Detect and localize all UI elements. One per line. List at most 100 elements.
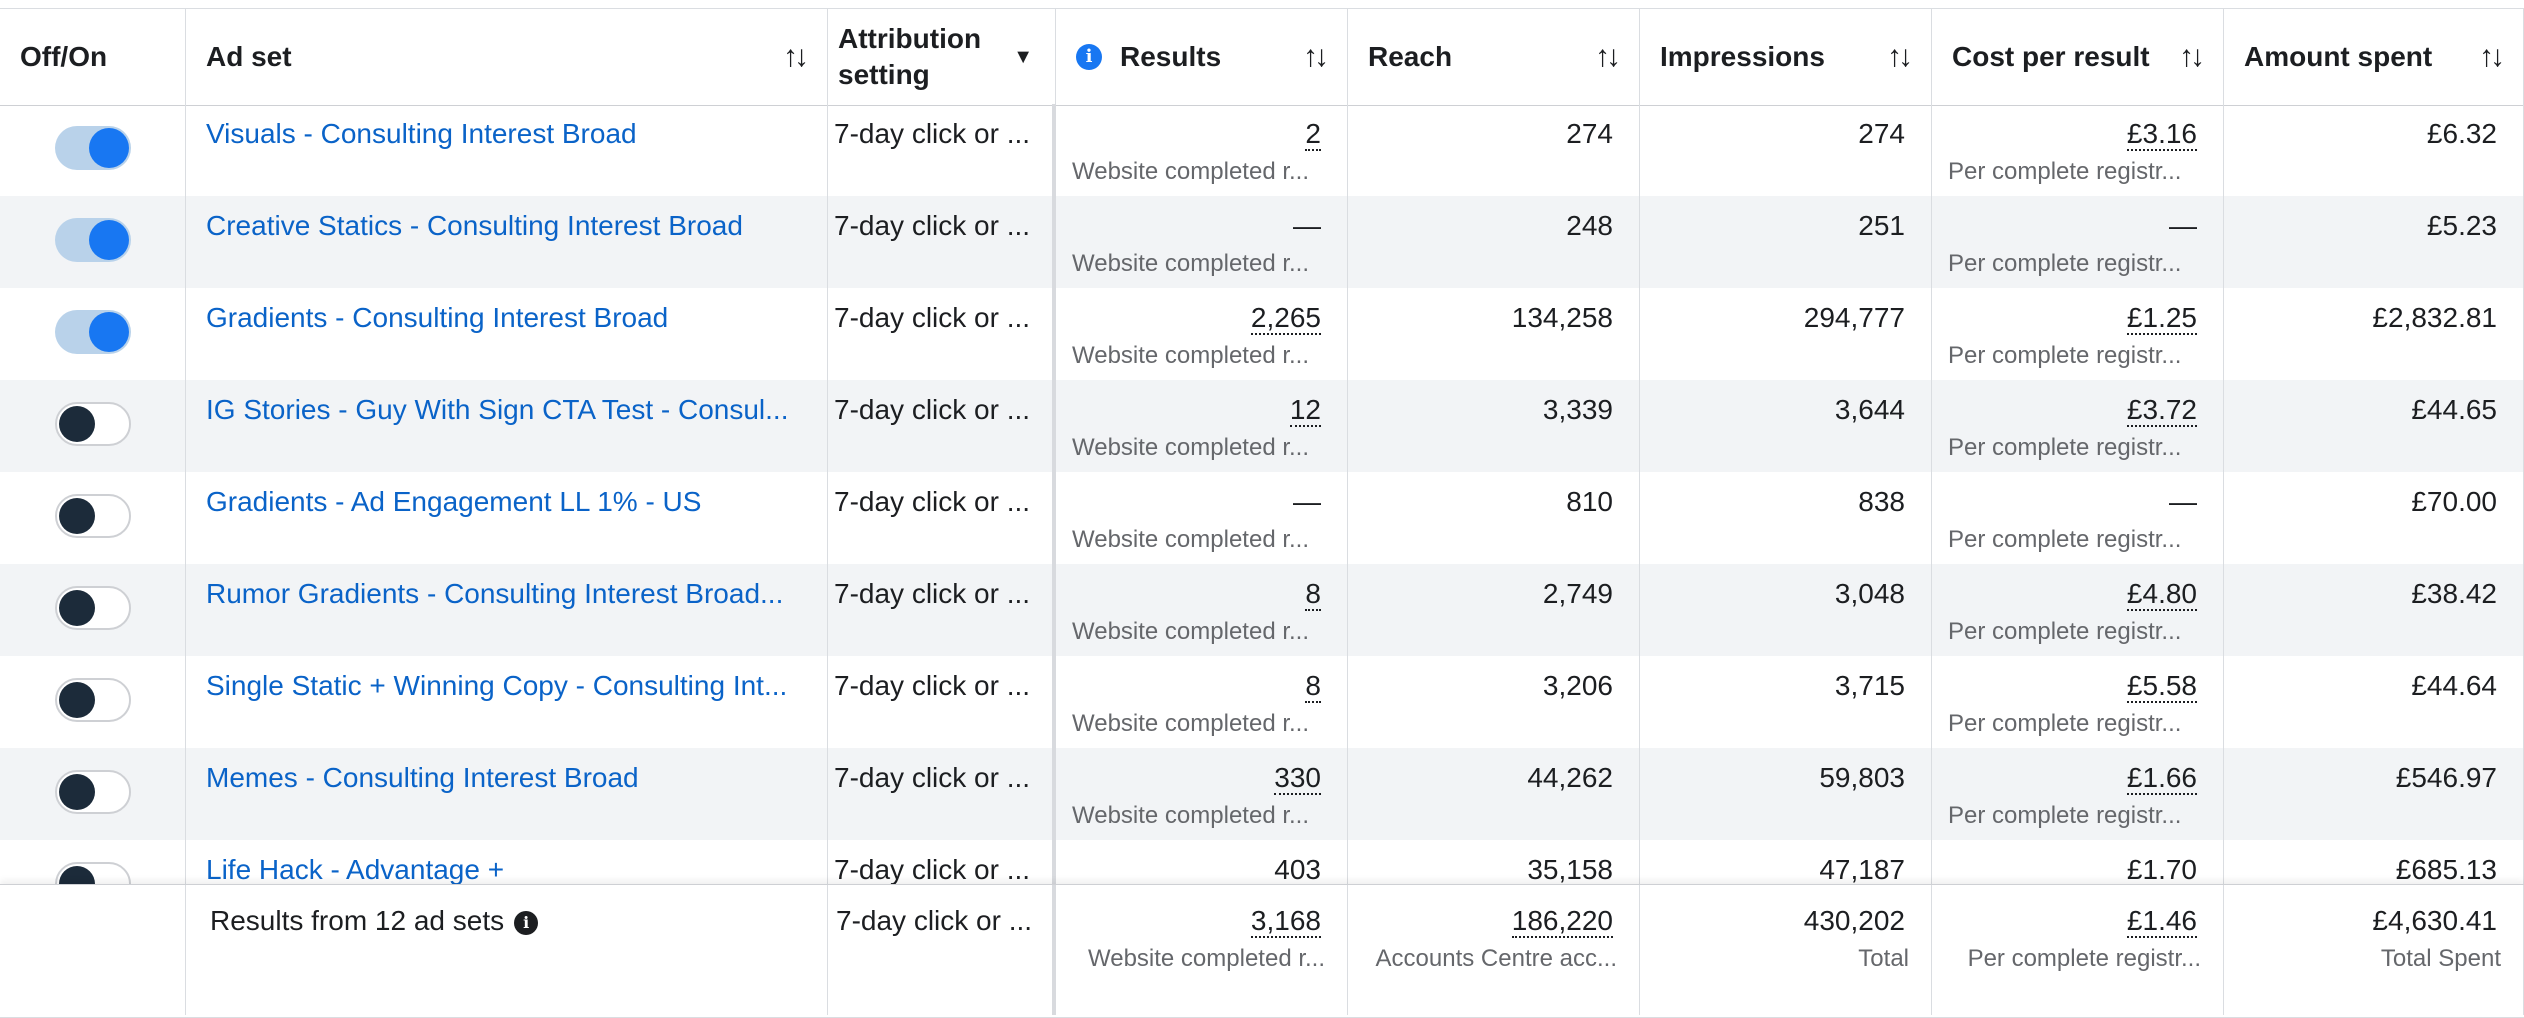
toggle-cell	[0, 840, 186, 884]
reach-cell: 810	[1348, 472, 1640, 564]
sort-icon[interactable]: ↑↓	[2179, 40, 2205, 73]
ad-set-toggle[interactable]	[54, 126, 131, 170]
ad-set-toggle[interactable]	[54, 218, 131, 262]
info-icon[interactable]: i	[1076, 44, 1102, 70]
ad-set-toggle[interactable]	[54, 310, 131, 354]
ad-set-toggle[interactable]	[54, 862, 131, 884]
cost-value[interactable]: £1.70	[2126, 854, 2197, 884]
results-sub: Website completed r...	[1072, 434, 1309, 461]
attribution-cell: 7-day click or ...	[828, 564, 1056, 656]
cost-value[interactable]: £4.80	[2126, 578, 2197, 611]
footer-amount-sub: Total Spent	[2380, 945, 2501, 972]
ad-set-name-link[interactable]: Memes - Consulting Interest Broad	[206, 762, 639, 793]
sort-icon[interactable]: ↑↓	[1887, 40, 1913, 73]
ad-set-name-link[interactable]: Gradients - Consulting Interest Broad	[206, 302, 669, 333]
table-row: Gradients - Consulting Interest Broad 7-d…	[0, 288, 2524, 380]
impressions-cell: 47,187	[1640, 840, 1932, 884]
impressions-value: 3,048	[1834, 578, 1905, 609]
sort-icon[interactable]: ↑↓	[783, 40, 809, 73]
header-ad-set[interactable]: Ad set ↑↓	[186, 9, 828, 105]
header-cost-per-result[interactable]: Cost per result ↑↓	[1932, 9, 2224, 105]
ad-set-name-link[interactable]: Creative Statics - Consulting Interest B…	[206, 210, 743, 241]
ad-set-name-link[interactable]: Rumor Gradients - Consulting Interest Br…	[206, 578, 784, 609]
attribution-value: 7-day click or ...	[834, 762, 1031, 793]
attribution-value: 7-day click or ...	[834, 486, 1031, 517]
cost-value[interactable]: £3.16	[2126, 118, 2197, 151]
ad-set-name-cell: Single Static + Winning Copy - Consultin…	[186, 656, 828, 748]
footer-cost: £1.46 Per complete registr...	[1932, 885, 2224, 1015]
reach-cell: 3,206	[1348, 656, 1640, 748]
ad-set-toggle[interactable]	[54, 402, 131, 446]
impressions-value: 3,715	[1834, 670, 1905, 701]
ad-set-toggle[interactable]	[54, 770, 131, 814]
header-impressions[interactable]: Impressions ↑↓	[1640, 9, 1932, 105]
attribution-cell: 7-day click or ...	[828, 656, 1056, 748]
header-attribution-setting[interactable]: Attribution setting ▼	[828, 9, 1056, 105]
cost-sub: Per complete registr...	[1948, 434, 2182, 461]
results-cell: 8 Website completed r...	[1056, 564, 1348, 656]
results-value[interactable]: —	[1293, 486, 1321, 517]
cost-value[interactable]: —	[2169, 210, 2197, 241]
table-row: Life Hack - Advantage + 7-day click or ..…	[0, 840, 2524, 884]
header-results[interactable]: i Results ↑↓	[1056, 9, 1348, 105]
attribution-value: 7-day click or ...	[834, 854, 1031, 884]
impressions-value: 838	[1858, 486, 1905, 517]
sort-icon[interactable]: ↑↓	[2479, 40, 2505, 73]
ad-set-name-link[interactable]: Gradients - Ad Engagement LL 1% - US	[206, 486, 702, 517]
info-icon[interactable]: i	[514, 910, 539, 935]
table-header: Off/On Ad set ↑↓ Attribution setting ▼ i…	[0, 8, 2524, 106]
ad-set-name-cell: Creative Statics - Consulting Interest B…	[186, 196, 828, 288]
impressions-value: 47,187	[1819, 854, 1905, 884]
ad-set-name-cell: Life Hack - Advantage +	[186, 840, 828, 884]
footer-label: Results from 12 ad sets	[210, 905, 505, 936]
impressions-value: 3,644	[1834, 394, 1905, 425]
footer-impressions-value: 430,202	[1803, 905, 1905, 936]
ad-set-name-link[interactable]: Life Hack - Advantage +	[206, 854, 505, 884]
results-value[interactable]: 12	[1289, 394, 1321, 427]
toggle-knob	[88, 128, 129, 168]
header-reach[interactable]: Reach ↑↓	[1348, 9, 1640, 105]
toggle-cell	[0, 196, 186, 288]
results-value[interactable]: 2	[1305, 118, 1321, 151]
ad-set-toggle[interactable]	[54, 586, 131, 630]
ad-set-toggle[interactable]	[54, 494, 131, 538]
toggle-cell	[0, 380, 186, 472]
cost-value[interactable]: £1.25	[2126, 302, 2197, 335]
amount-cell: £546.97	[2224, 748, 2524, 840]
amount-value: £70.00	[2411, 486, 2497, 517]
reach-value: 134,258	[1511, 302, 1613, 333]
caret-down-icon[interactable]: ▼	[1013, 46, 1033, 68]
cost-sub: Per complete registr...	[1948, 802, 2182, 829]
amount-value: £5.23	[2426, 210, 2497, 241]
results-value[interactable]: 2,265	[1250, 302, 1321, 335]
results-sub: Website completed r...	[1072, 526, 1309, 553]
cost-value[interactable]: £5.58	[2126, 670, 2197, 703]
header-label: Reach	[1368, 41, 1453, 72]
header-amount-spent[interactable]: Amount spent ↑↓	[2224, 9, 2524, 105]
ad-set-name-link[interactable]: Visuals - Consulting Interest Broad	[206, 118, 637, 149]
header-label: Ad set	[206, 41, 292, 72]
footer-reach-value[interactable]: 186,220	[1511, 905, 1613, 938]
cost-value[interactable]: £1.66	[2126, 762, 2197, 795]
results-value[interactable]: 8	[1305, 670, 1321, 703]
cost-cell: £3.16 Per complete registr...	[1932, 104, 2224, 196]
footer-reach-sub: Accounts Centre acc...	[1375, 945, 1617, 972]
sort-icon[interactable]: ↑↓	[1595, 40, 1621, 73]
attribution-cell: 7-day click or ...	[828, 380, 1056, 472]
ad-set-name-link[interactable]: Single Static + Winning Copy - Consultin…	[206, 670, 788, 701]
cost-value[interactable]: £3.72	[2126, 394, 2197, 427]
ad-set-name-link[interactable]: IG Stories - Guy With Sign CTA Test - Co…	[206, 394, 789, 425]
results-value[interactable]: 8	[1305, 578, 1321, 611]
reach-value: 44,262	[1527, 762, 1613, 793]
results-value[interactable]: 330	[1274, 762, 1321, 795]
sort-icon[interactable]: ↑↓	[1303, 40, 1329, 73]
cost-value[interactable]: —	[2169, 486, 2197, 517]
header-label: Cost per result	[1952, 41, 2150, 72]
results-value[interactable]: 403	[1274, 854, 1321, 884]
results-value[interactable]: —	[1293, 210, 1321, 241]
results-cell: 8 Website completed r...	[1056, 656, 1348, 748]
ad-set-toggle[interactable]	[54, 678, 131, 722]
footer-results-value[interactable]: 3,168	[1250, 905, 1321, 938]
cost-sub: Per complete registr...	[1948, 158, 2182, 185]
footer-cost-value[interactable]: £1.46	[2126, 905, 2197, 938]
